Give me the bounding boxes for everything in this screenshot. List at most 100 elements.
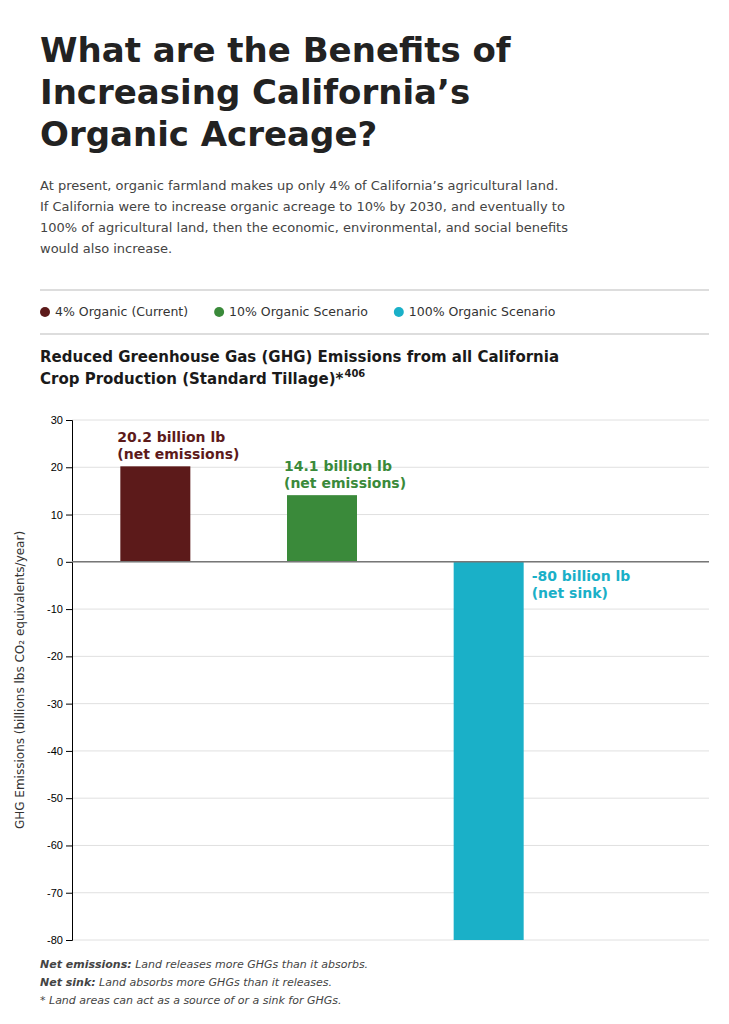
tick-label: 30 <box>51 414 63 426</box>
bar <box>454 562 524 940</box>
legend-swatch <box>40 307 50 317</box>
bars <box>120 466 523 940</box>
annotation: * Land areas can act as a source of or a… <box>40 994 342 1007</box>
annotation-text: * Land areas can act as a source of or a… <box>40 994 342 1007</box>
legend-item: 10% Organic Scenario <box>214 304 368 319</box>
data-label: 20.2 billion lb(net emissions) <box>117 429 239 462</box>
body-line: would also increase. <box>40 241 172 256</box>
separator <box>40 334 709 335</box>
legend: 4% Organic (Current) 10% Organic Scenario… <box>40 304 555 319</box>
title-line: Organic Acreage? <box>40 114 377 154</box>
bar <box>120 466 190 561</box>
y-tick: -70 <box>47 887 72 899</box>
data-label-line: (net emissions) <box>284 475 406 491</box>
tick-mark <box>66 467 72 468</box>
y-tick: -10 <box>47 603 72 615</box>
tick-label: -40 <box>47 745 63 757</box>
tick-mark <box>66 420 72 421</box>
tick-label: -10 <box>47 603 63 615</box>
page: What are the Benefits ofIncreasing Calif… <box>0 0 729 1024</box>
body-line: 100% of agricultural land, then the econ… <box>40 220 568 235</box>
grid-line <box>72 845 709 846</box>
title-line: What are the Benefits of <box>40 30 512 70</box>
grid-line <box>72 609 709 610</box>
annotations: Net emissions: Land releases more GHGs t… <box>40 958 368 1007</box>
y-tick: -60 <box>47 839 72 851</box>
annotation: Net sink: Land absorbs more GHGs than it… <box>40 976 332 989</box>
tick-label: 20 <box>51 461 63 473</box>
grid-line <box>72 420 709 421</box>
body-line: At present, organic farmland makes up on… <box>40 178 558 193</box>
grid <box>72 420 709 940</box>
tick-label: 0 <box>57 556 63 568</box>
title-line: Increasing California’s <box>40 72 470 112</box>
legend-swatch <box>214 307 224 317</box>
grid-line <box>72 798 709 799</box>
legend-item: 4% Organic (Current) <box>40 304 188 319</box>
grid-line <box>72 892 709 893</box>
body-line: If California were to increase organic a… <box>40 199 565 214</box>
tick-mark <box>66 751 72 752</box>
data-label-line: (net emissions) <box>117 446 239 462</box>
y-tick: -40 <box>47 745 72 757</box>
axis-line <box>66 421 73 941</box>
data-labels: 20.2 billion lb(net emissions)14.1 billi… <box>117 429 630 600</box>
grid-line <box>72 656 709 657</box>
legend-label: 4% Organic (Current) <box>55 304 188 319</box>
tick-mark <box>66 893 72 894</box>
data-label: -80 billion lb(net sink) <box>532 568 631 601</box>
data-label-line: 14.1 billion lb <box>284 458 392 474</box>
tick-mark <box>66 609 72 610</box>
grid-line <box>72 703 709 704</box>
tick-label: -20 <box>47 650 63 662</box>
page-title: What are the Benefits ofIncreasing Calif… <box>40 30 512 154</box>
annotation-text: Land absorbs more GHGs than it releases. <box>96 976 332 989</box>
chart-title-line: Reduced Greenhouse Gas (GHG) Emissions f… <box>40 348 559 366</box>
chart-title: Reduced Greenhouse Gas (GHG) Emissions f… <box>40 348 559 388</box>
y-tick: 10 <box>51 509 72 521</box>
legend-label: 10% Organic Scenario <box>229 304 368 319</box>
tick-mark <box>66 562 72 563</box>
y-tick: 20 <box>51 461 72 473</box>
separator <box>40 290 709 291</box>
tick-label: -70 <box>47 887 63 899</box>
data-label-line: (net sink) <box>532 585 608 601</box>
data-label-line: 20.2 billion lb <box>117 429 225 445</box>
tick-label: -80 <box>47 934 63 946</box>
tick-mark <box>66 798 72 799</box>
annotation-bold: Net emissions: <box>40 958 132 971</box>
y-tick: -80 <box>47 934 72 946</box>
tick-label: 10 <box>51 509 63 521</box>
data-label-line: -80 billion lb <box>532 568 631 584</box>
zero-line <box>72 561 709 563</box>
tick-mark <box>66 940 72 941</box>
annotation-text: Land releases more GHGs than it absorbs. <box>132 958 368 971</box>
annotation-bold: Net sink: <box>40 976 96 989</box>
grid-line <box>72 940 709 941</box>
y-axis-title: GHG Emissions (billions lbs CO₂ equivale… <box>13 531 27 829</box>
y-tick: -50 <box>47 792 72 804</box>
legend-swatch <box>394 307 404 317</box>
y-axis: -80 -70 -60 -50 -40 -30 -20 -10 0 10 20 30 <box>47 414 72 946</box>
tick-label: -30 <box>47 698 63 710</box>
data-label: 14.1 billion lb(net emissions) <box>284 458 406 491</box>
legend-label: 100% Organic Scenario <box>409 304 556 319</box>
y-tick: -30 <box>47 698 72 710</box>
bar <box>287 495 357 562</box>
tick-mark <box>66 656 72 657</box>
tick-label: -60 <box>47 839 63 851</box>
plot: -80 -70 -60 -50 -40 -30 -20 -10 0 10 20 30 20.2 bill… <box>47 414 709 946</box>
grid-line <box>72 561 709 562</box>
y-tick: 30 <box>51 414 72 426</box>
grid-line <box>72 750 709 751</box>
tick-mark <box>66 515 72 516</box>
y-tick: 0 <box>57 556 72 568</box>
chart-title-line: Crop Production (Standard Tillage)* <box>40 370 344 388</box>
tick-mark <box>66 704 72 705</box>
y-tick: -20 <box>47 650 72 662</box>
tick-label: -50 <box>47 792 63 804</box>
legend-item: 100% Organic Scenario <box>394 304 556 319</box>
chart-title-superscript: 406 <box>344 368 365 379</box>
tick-mark <box>66 845 72 846</box>
body-text: At present, organic farmland makes up on… <box>40 178 568 256</box>
